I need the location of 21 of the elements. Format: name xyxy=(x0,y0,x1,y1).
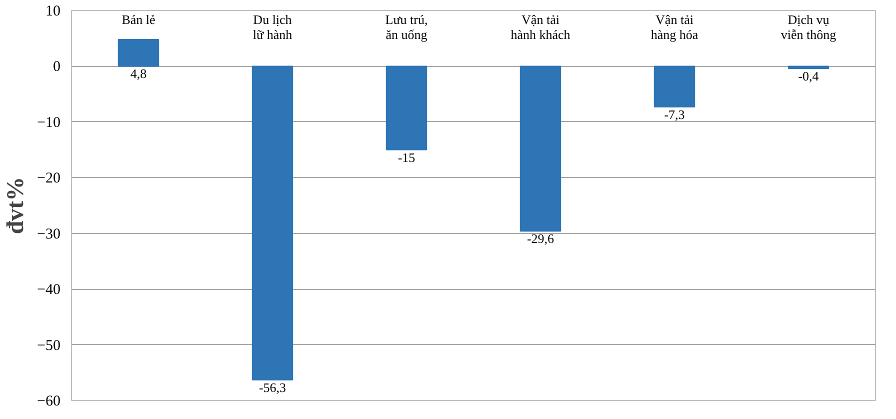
y-tick-label: −20 xyxy=(37,170,61,187)
x-tick-label: Vận tải hành khách xyxy=(510,12,571,42)
data-label: -0,4 xyxy=(798,68,820,84)
y-tick-label: 0 xyxy=(53,59,60,76)
data-label: 4,8 xyxy=(130,66,147,82)
y-tick-label: −60 xyxy=(37,394,61,410)
x-tick-label: Lưu trú, ăn uống xyxy=(385,12,428,42)
y-tick-label: 10 xyxy=(46,4,60,20)
data-label: -15 xyxy=(398,150,416,165)
data-label: -56,3 xyxy=(258,380,286,395)
x-tick-label: Vận tải hàng hóa xyxy=(650,12,698,42)
x-tick-label: Bán lẻ xyxy=(122,12,156,28)
data-label: -29,6 xyxy=(526,231,555,246)
x-tick-label: Dịch vụ viễn thông xyxy=(780,12,837,42)
y-tick-label: −50 xyxy=(37,338,61,354)
data-label: -7,3 xyxy=(664,106,685,122)
y-axis-title: đvt% xyxy=(3,176,30,234)
y-tick-label: −30 xyxy=(37,226,61,242)
y-tick-label: −10 xyxy=(37,114,61,131)
y-tick-label: −40 xyxy=(37,282,61,298)
x-tick-label: Du lịch lữ hành xyxy=(252,12,293,42)
